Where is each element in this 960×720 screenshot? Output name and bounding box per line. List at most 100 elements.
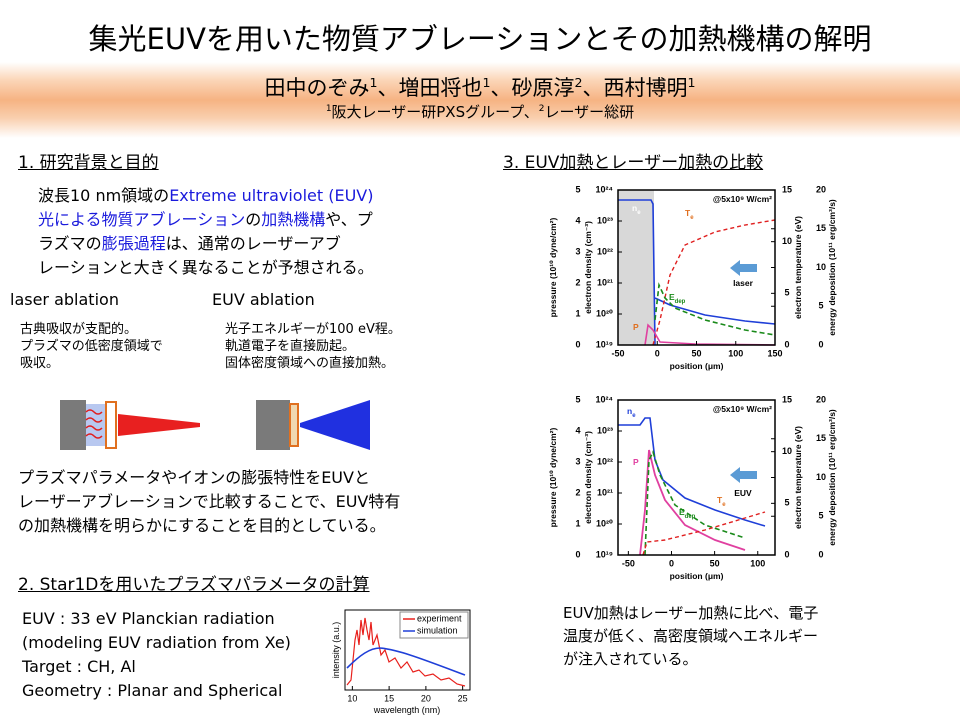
text-segment: Extreme ultraviolet (EUV) (169, 186, 374, 205)
x-tick-label: 100 (750, 558, 765, 568)
y-tick-label: 20 (816, 184, 826, 194)
section-heading: 2. Star1Dを用いたプラズマパラメータの計算 (18, 575, 370, 595)
y-tick-label: 10²⁴ (596, 394, 613, 404)
y-tick-label: 10 (782, 236, 792, 246)
affiliation: 1阪大レーザー研PXSグループ、2レーザー総研 (0, 101, 960, 122)
text-line: プラズマパラメータやイオンの膨張特性をEUVと (18, 468, 370, 487)
y-tick-label: 0 (575, 549, 580, 559)
y-tick-label: 10 (816, 472, 826, 482)
experiment-curve (346, 617, 466, 687)
y-tick-label: 10²⁴ (596, 184, 613, 194)
text-segment: 光による物質アブレーション (38, 210, 246, 229)
text-line: EUV : 33 eV Planckian radiation (22, 609, 275, 628)
text-line: 光子エネルギーが100 eV程。 (225, 322, 401, 337)
x-tick-label: 25 (458, 693, 468, 703)
y-tick-label: 10 (782, 446, 792, 456)
subheading: laser ablation (10, 290, 119, 309)
author-name: 、増田将也 (377, 76, 483, 100)
wave (85, 409, 103, 439)
source-label: EUV (734, 488, 752, 498)
label-main: E (679, 507, 685, 517)
spectrum-plot: 10 15 20 25 wavelength (nm) intensity (a.u.) e… (331, 609, 471, 715)
y-tick-label: 0 (784, 549, 789, 559)
ablation-illustration (60, 400, 370, 450)
text-line: レーザーアブレーションで比較することで、EUV特有 (18, 492, 401, 511)
p-curve (644, 323, 776, 346)
y-tick-label: 1 (575, 518, 580, 528)
source-label: laser (733, 278, 754, 288)
euv-notes: 光子エネルギーが100 eV程。 軌道電子を直接励起。固体密度領域への直接加熱。 (225, 321, 401, 372)
subheading: EUV ablation (212, 290, 315, 309)
paragraph: プラズマパラメータやイオンの膨張特性をEUVとレーザーアブレーションで比較するこ… (18, 466, 400, 538)
y-tick-label: 15 (782, 394, 792, 404)
text-line: 温度が低く、高密度領域へエネルギー (563, 627, 819, 645)
y-axis-label: intensity (a.u.) (331, 622, 341, 679)
author-affil-mark: 1 (369, 75, 378, 90)
text-segment: レーションと大きく異なることが予想される。 (38, 258, 374, 277)
affil-mark: 1 (325, 104, 332, 114)
y-tick-label: 3 (575, 246, 580, 256)
y-tick-label: 10²¹ (597, 277, 613, 287)
text-line: 軌道電子を直接励起。 (225, 339, 356, 354)
curve-label: Te (685, 208, 694, 221)
y-tick-label: 5 (575, 394, 580, 404)
text-line: 吸収。 (20, 356, 60, 371)
y-tick-label: 20 (816, 394, 826, 404)
legend-label: simulation (417, 625, 458, 635)
text-line: の加熱機構を明らかにすることを目的としている。 (18, 516, 386, 535)
y-tick-label: 15 (816, 433, 826, 443)
y-tick-label: 10¹⁹ (596, 339, 613, 349)
author-name: 田中のぞみ (264, 76, 370, 100)
y-tick-label: 10²³ (597, 215, 613, 225)
label-main: E (669, 292, 675, 302)
curve-label: Edep (679, 507, 696, 520)
text-line: プラズマの低密度領域で (20, 339, 163, 354)
target (256, 400, 290, 450)
label-main: T (717, 495, 723, 505)
y-tick-label: 10²² (597, 456, 613, 466)
x-axis-label: position (μm) (670, 571, 724, 581)
axis-label: energy deposition (10¹¹ erg/cm³/s) (827, 199, 837, 336)
edep-curve (644, 449, 746, 556)
axis-label: pressure (10¹⁰ dyne/cm²) (548, 218, 558, 318)
author-affil-mark: 1 (687, 75, 696, 90)
affil-name: 阪大レーザー研PXSグループ、 (331, 103, 539, 121)
te-curve (652, 219, 776, 346)
target (60, 400, 86, 450)
axis-label: electron temperature (eV) (793, 426, 803, 529)
annotation: @5x10⁹ W/cm² (713, 404, 772, 414)
text-segment: 加熱機構 (261, 210, 326, 229)
comparison-plot: 0 1 2 3 4 5 pressure (10¹⁰ dyne/cm²) 10¹⁹ 10²⁰ 10… (548, 184, 837, 371)
text-segment: ラズマの (38, 234, 102, 253)
y-tick-label: 10²¹ (597, 487, 613, 497)
y-tick-label: 5 (784, 288, 789, 298)
text-segment: の (245, 210, 262, 229)
authors: 田中のぞみ1、増田将也1、砂原淳2、西村博明1 (0, 72, 960, 102)
curve-label: P (633, 322, 639, 332)
text-line: Target : CH, Al (22, 657, 136, 676)
euv-beam (300, 400, 370, 450)
axis-label: electron density (cm⁻³) (583, 431, 593, 524)
text-segment: 波長10 nm領域の (38, 186, 170, 205)
label-sub: dep (685, 514, 696, 520)
y-tick-label: 10²⁰ (596, 308, 613, 318)
x-axis-label: wavelength (nm) (373, 705, 441, 715)
axis-label: pressure (10¹⁰ dyne/cm²) (548, 428, 558, 528)
edep-curve (654, 282, 776, 336)
y-tick-label: 10¹⁹ (596, 549, 613, 559)
curve-label: ne (632, 203, 641, 216)
y-tick-label: 5 (575, 184, 580, 194)
y-tick-label: 4 (575, 425, 580, 435)
ne-curve (654, 297, 776, 325)
comparison-plot: 0 1 2 3 4 5 pressure (10¹⁰ dyne/cm²) 10¹⁹ 10²⁰ 10… (548, 394, 837, 581)
text-line: 固体密度領域への直接加熱。 (225, 356, 395, 371)
y-tick-label: 0 (818, 549, 823, 559)
simulation-curve (346, 647, 466, 676)
affil-name: レーザー総研 (544, 103, 635, 121)
y-tick-label: 10²³ (597, 425, 613, 435)
paragraph: EUV加熱はレーザー加熱に比べ、電子 温度が低く、高密度領域へエネルギー が注入され… (563, 602, 818, 671)
te-curve (642, 511, 766, 556)
critical-layer (105, 401, 117, 449)
p-curve (639, 449, 746, 556)
